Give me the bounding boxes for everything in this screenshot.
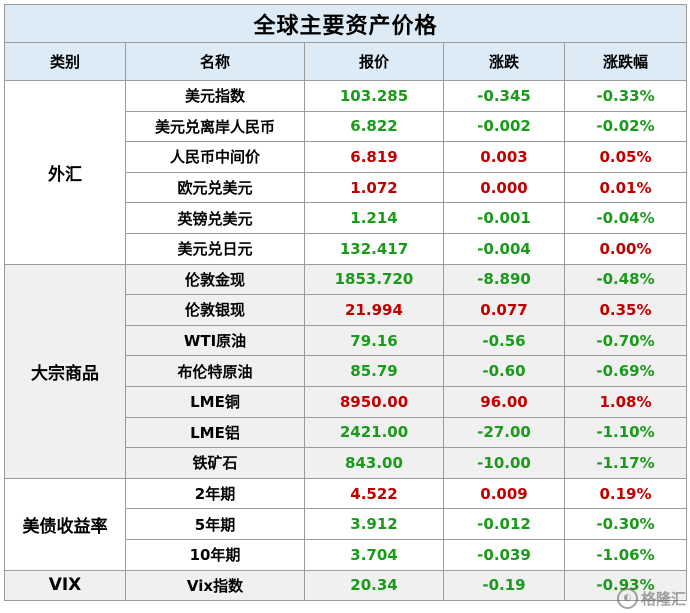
change-pct-cell: -1.10% — [563, 416, 688, 449]
price-cell: 8950.00 — [304, 385, 444, 418]
price-cell: 132.417 — [304, 232, 444, 265]
change-cell: -0.19 — [443, 569, 565, 602]
change-pct-cell: 1.08% — [563, 385, 688, 418]
change-pct-cell: -1.06% — [563, 538, 688, 571]
name-cell: WTI原油 — [125, 324, 305, 357]
table-row: 英镑兑美元 1.214 -0.001 -0.04% — [5, 202, 688, 234]
price-cell: 20.34 — [304, 569, 444, 602]
change-cell: -0.345 — [443, 80, 565, 112]
table-row: 美债收益率 2年期 4.522 0.009 0.19% — [4, 477, 688, 571]
name-cell: LME铝 — [125, 416, 305, 449]
change-cell: 0.000 — [443, 171, 565, 204]
table-row: 布伦特原油 85.79 -0.60 -0.69% — [5, 355, 688, 387]
table-row: 大宗商品 伦敦金现 1853.720 -8.890 -0.48% — [4, 263, 688, 479]
name-cell: 人民币中间价 — [125, 141, 305, 173]
table-row: LME铜 8950.00 96.00 1.08% — [5, 385, 688, 418]
name-cell: 布伦特原油 — [125, 355, 305, 387]
change-pct-cell: -0.69% — [563, 355, 688, 387]
name-cell: 伦敦银现 — [125, 294, 305, 326]
change-cell: -0.56 — [443, 324, 565, 357]
change-pct-cell: -0.02% — [563, 110, 688, 143]
title-row: 全球主要资产价格 — [3, 4, 688, 43]
change-cell: -27.00 — [443, 416, 565, 449]
table-row: 10年期 3.704 -0.039 -1.06% — [5, 538, 688, 571]
category-cell: VIX — [4, 569, 126, 602]
price-cell: 2421.00 — [304, 416, 444, 449]
price-cell: 103.285 — [304, 80, 444, 112]
table-row: 美元兑离岸人民币 6.822 -0.002 -0.02% — [5, 110, 688, 143]
header-price: 报价 — [304, 42, 444, 81]
table-row: WTI原油 79.16 -0.56 -0.70% — [5, 324, 688, 357]
header-row: 类别 名称 报价 涨跌 涨跌幅 — [4, 42, 688, 81]
change-cell: -0.002 — [443, 110, 565, 143]
watermark: ◐ 格隆汇 — [616, 588, 686, 609]
change-cell: -0.012 — [443, 508, 565, 540]
category-cell: 大宗商品 — [4, 263, 126, 479]
table-row: 外汇 美元指数 103.285 -0.345 -0.33% — [4, 80, 688, 265]
change-pct-cell: -0.70% — [563, 324, 688, 357]
name-cell: 美元兑日元 — [125, 232, 305, 265]
change-cell: -0.60 — [443, 355, 565, 387]
change-cell: -10.00 — [443, 447, 565, 479]
price-cell: 21.994 — [304, 294, 444, 326]
price-cell: 843.00 — [304, 447, 444, 479]
change-cell: -0.039 — [443, 538, 565, 571]
price-cell: 1.214 — [304, 202, 444, 234]
header-category: 类别 — [4, 42, 126, 81]
change-pct-cell: -0.48% — [563, 263, 688, 296]
name-cell: 铁矿石 — [125, 447, 305, 479]
watermark-text: 格隆汇 — [640, 590, 686, 608]
price-cell: 85.79 — [304, 355, 444, 387]
change-pct-cell: 0.05% — [563, 141, 688, 173]
price-cell: 4.522 — [304, 477, 444, 510]
category-cell: 外汇 — [4, 80, 126, 265]
change-pct-cell: -0.04% — [563, 202, 688, 234]
change-pct-cell: 0.00% — [563, 232, 688, 265]
header-name: 名称 — [125, 42, 305, 81]
change-pct-cell: -0.33% — [563, 80, 688, 112]
name-cell: 5年期 — [125, 508, 305, 540]
table-row: 欧元兑美元 1.072 0.000 0.01% — [5, 171, 688, 204]
watermark-logo-icon: ◐ — [616, 588, 638, 609]
change-pct-cell: 0.19% — [563, 477, 688, 510]
name-cell: 美元指数 — [125, 80, 305, 112]
change-cell: 0.009 — [443, 477, 565, 510]
change-pct-cell: -1.17% — [563, 447, 688, 479]
price-cell: 6.822 — [304, 110, 444, 143]
table-title: 全球主要资产价格 — [3, 4, 688, 43]
table-row: VIX Vix指数 20.34 -0.19 -0.93% — [4, 569, 688, 602]
table-row: 人民币中间价 6.819 0.003 0.05% — [5, 141, 688, 173]
price-cell: 79.16 — [304, 324, 444, 357]
name-cell: 欧元兑美元 — [125, 171, 305, 204]
name-cell: 英镑兑美元 — [125, 202, 305, 234]
price-cell: 3.912 — [304, 508, 444, 540]
change-cell: 0.003 — [443, 141, 565, 173]
category-cell: 美债收益率 — [4, 477, 126, 571]
price-cell: 1.072 — [304, 171, 444, 204]
table-row: LME铝 2421.00 -27.00 -1.10% — [5, 416, 688, 449]
name-cell: Vix指数 — [125, 569, 305, 602]
change-cell: 96.00 — [443, 385, 565, 418]
change-pct-cell: 0.35% — [563, 294, 688, 326]
header-change: 涨跌 — [443, 42, 565, 81]
change-pct-cell: -0.30% — [563, 508, 688, 540]
header-change-pct: 涨跌幅 — [563, 42, 688, 81]
change-cell: -0.001 — [443, 202, 565, 234]
change-cell: -0.004 — [443, 232, 565, 265]
table-row: 5年期 3.912 -0.012 -0.30% — [5, 508, 688, 540]
name-cell: 10年期 — [125, 538, 305, 571]
change-cell: 0.077 — [443, 294, 565, 326]
table-row: 伦敦银现 21.994 0.077 0.35% — [5, 294, 688, 326]
price-cell: 1853.720 — [304, 263, 444, 296]
name-cell: 美元兑离岸人民币 — [125, 110, 305, 143]
name-cell: LME铜 — [125, 385, 305, 418]
change-cell: -8.890 — [443, 263, 565, 296]
name-cell: 伦敦金现 — [125, 263, 305, 296]
name-cell: 2年期 — [125, 477, 305, 510]
price-cell: 3.704 — [304, 538, 444, 571]
price-cell: 6.819 — [304, 141, 444, 173]
asset-price-sheet: 全球主要资产价格 类别 名称 报价 涨跌 涨跌幅 外汇 美元指数 103.285 -0… — [3, 4, 688, 602]
change-pct-cell: 0.01% — [563, 171, 688, 204]
asset-price-table: 全球主要资产价格 类别 名称 报价 涨跌 涨跌幅 外汇 美元指数 103.285 -0… — [3, 4, 688, 602]
